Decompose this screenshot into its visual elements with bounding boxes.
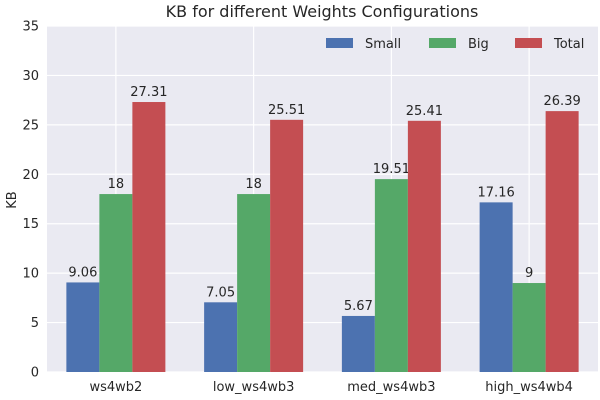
legend-swatch-total — [515, 38, 542, 48]
y-tick-label: 30 — [22, 69, 39, 84]
bar-big-low_ws4wb3 — [237, 194, 271, 372]
legend-swatch-small — [326, 38, 353, 48]
y-tick-label: 5 — [31, 316, 39, 331]
x-tick-label: med_ws4wb3 — [347, 380, 435, 395]
data-label: 7.05 — [206, 285, 235, 300]
chart-title: KB for different Weights Configurations — [166, 2, 479, 21]
x-tick-label: high_ws4wb4 — [485, 380, 573, 395]
y-tick-label: 15 — [22, 217, 39, 232]
data-label: 18 — [245, 177, 262, 192]
bar-total-high_ws4wb4 — [545, 111, 579, 372]
bar-total-low_ws4wb3 — [270, 119, 304, 372]
y-tick-label: 20 — [22, 168, 39, 183]
data-label: 25.41 — [406, 104, 443, 119]
data-label: 18 — [108, 177, 125, 192]
x-tick-label: low_ws4wb3 — [213, 380, 295, 395]
x-tick-label: ws4wb2 — [89, 380, 142, 395]
data-label: 9 — [525, 266, 533, 281]
data-label: 5.67 — [344, 299, 373, 314]
data-label: 17.16 — [478, 185, 515, 200]
data-label: 25.51 — [268, 103, 305, 118]
y-tick-label: 35 — [22, 20, 39, 35]
data-label: 9.06 — [68, 265, 97, 280]
y-tick-label: 25 — [22, 118, 39, 133]
bar-small-med_ws4wb3 — [341, 315, 375, 372]
bar-big-med_ws4wb3 — [374, 179, 408, 372]
bar-total-med_ws4wb3 — [407, 120, 441, 372]
y-tick-label: 10 — [22, 267, 39, 282]
data-label: 27.31 — [130, 85, 167, 100]
bar-small-high_ws4wb4 — [479, 202, 513, 372]
data-label: 19.51 — [373, 162, 410, 177]
bar-small-ws4wb2 — [66, 282, 100, 372]
bar-big-high_ws4wb4 — [512, 283, 546, 372]
data-label: 26.39 — [544, 94, 581, 109]
y-axis-label: KB — [5, 191, 20, 208]
bar-big-ws4wb2 — [99, 194, 133, 372]
bar-small-low_ws4wb3 — [204, 302, 238, 372]
legend-label-small: Small — [365, 37, 401, 52]
legend-label-total: Total — [553, 37, 584, 52]
legend-swatch-big — [429, 38, 456, 48]
legend-label-big: Big — [468, 37, 489, 52]
bar-total-ws4wb2 — [132, 102, 166, 372]
y-tick-label: 0 — [31, 366, 39, 381]
